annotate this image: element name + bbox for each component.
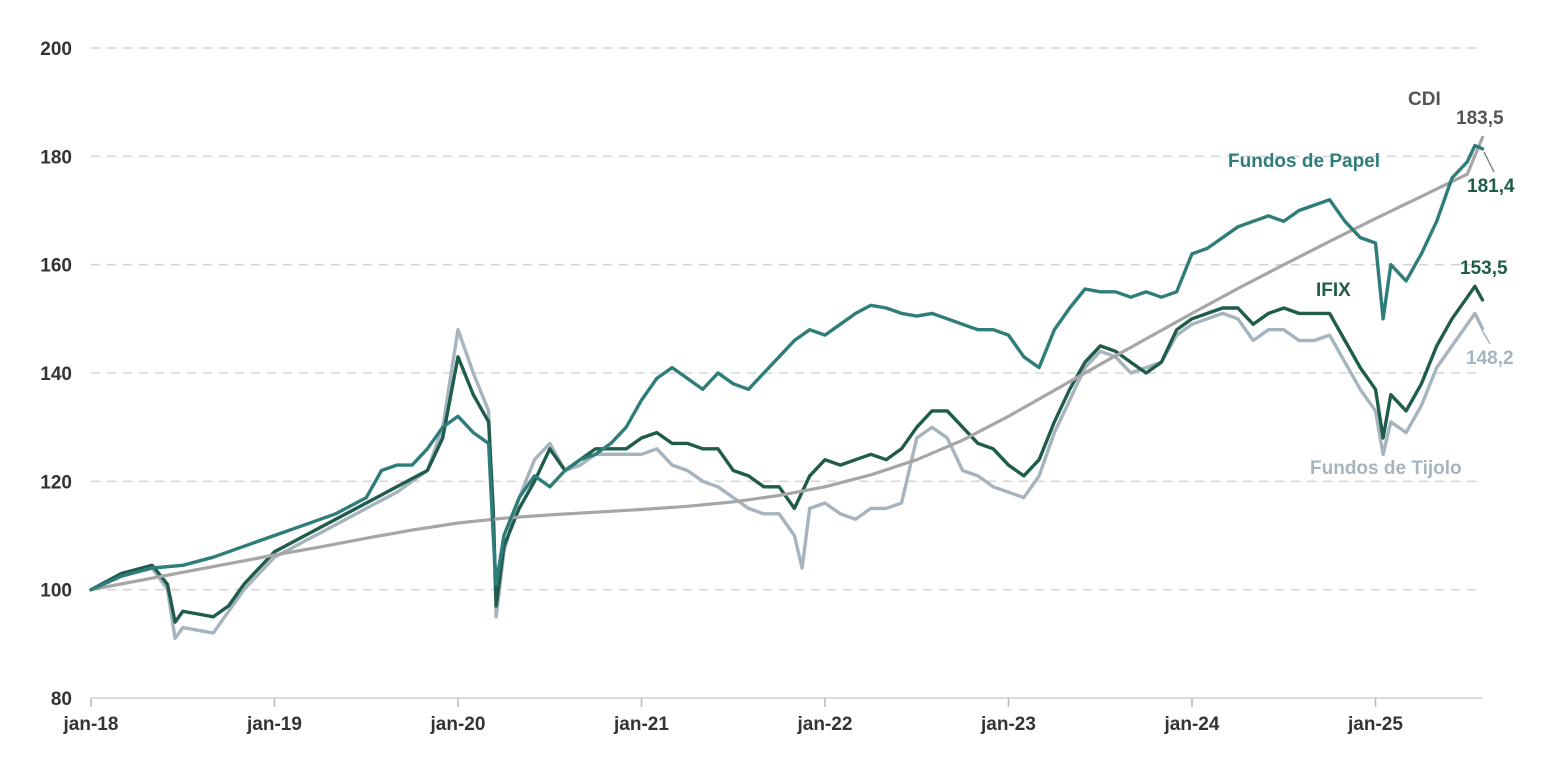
grid-layer: [91, 47, 1482, 591]
x-tick-label: jan-19: [246, 714, 302, 735]
series-label-cdi: CDI: [1408, 89, 1441, 110]
y-tick-label: 200: [40, 39, 72, 60]
x-tick-label: jan-23: [980, 714, 1036, 735]
series-label-ifix: IFIX: [1316, 280, 1351, 301]
end-value-cdi: 183,5: [1456, 108, 1504, 129]
end-value-papel: 181,4: [1467, 176, 1515, 197]
y-tick-label: 80: [51, 689, 72, 710]
series-line-ifix: [89, 284, 1485, 624]
x-tick-label: jan-18: [63, 714, 119, 735]
end-value-ifix: 153,5: [1460, 258, 1508, 279]
y-tick-label: 140: [40, 364, 72, 385]
series-label-tijolo: Fundos de Tijolo: [1310, 458, 1462, 479]
x-tick-label: jan-25: [1347, 714, 1403, 735]
axis-layer: 80 100 120 140 160 180 200 jan-18 jan-19 jan-20 ja…: [40, 39, 1482, 735]
y-tick-label: 160: [40, 256, 72, 277]
end-value-tijolo: 148,2: [1466, 348, 1514, 369]
leader-line-tijolo: [1481, 329, 1491, 345]
y-tick-label: 120: [40, 472, 72, 493]
x-tick-label: jan-22: [797, 714, 853, 735]
x-tick-label: jan-20: [430, 714, 486, 735]
x-tick-label: jan-24: [1164, 714, 1220, 735]
series-line-fundos-de-papel: [89, 143, 1485, 592]
series-labels: CDI Fundos de Papel IFIX Fundos de Tijol…: [1228, 89, 1515, 479]
y-tick-label: 180: [40, 147, 72, 168]
leader-line-papel: [1483, 151, 1495, 173]
series-layer: [89, 135, 1485, 641]
series-label-papel: Fundos de Papel: [1228, 151, 1380, 172]
x-tick-label: jan-21: [613, 714, 669, 735]
series-line-fundos-de-tijolo: [89, 311, 1485, 641]
series-line-cdi: [89, 135, 1485, 592]
y-tick-label: 100: [40, 581, 72, 602]
